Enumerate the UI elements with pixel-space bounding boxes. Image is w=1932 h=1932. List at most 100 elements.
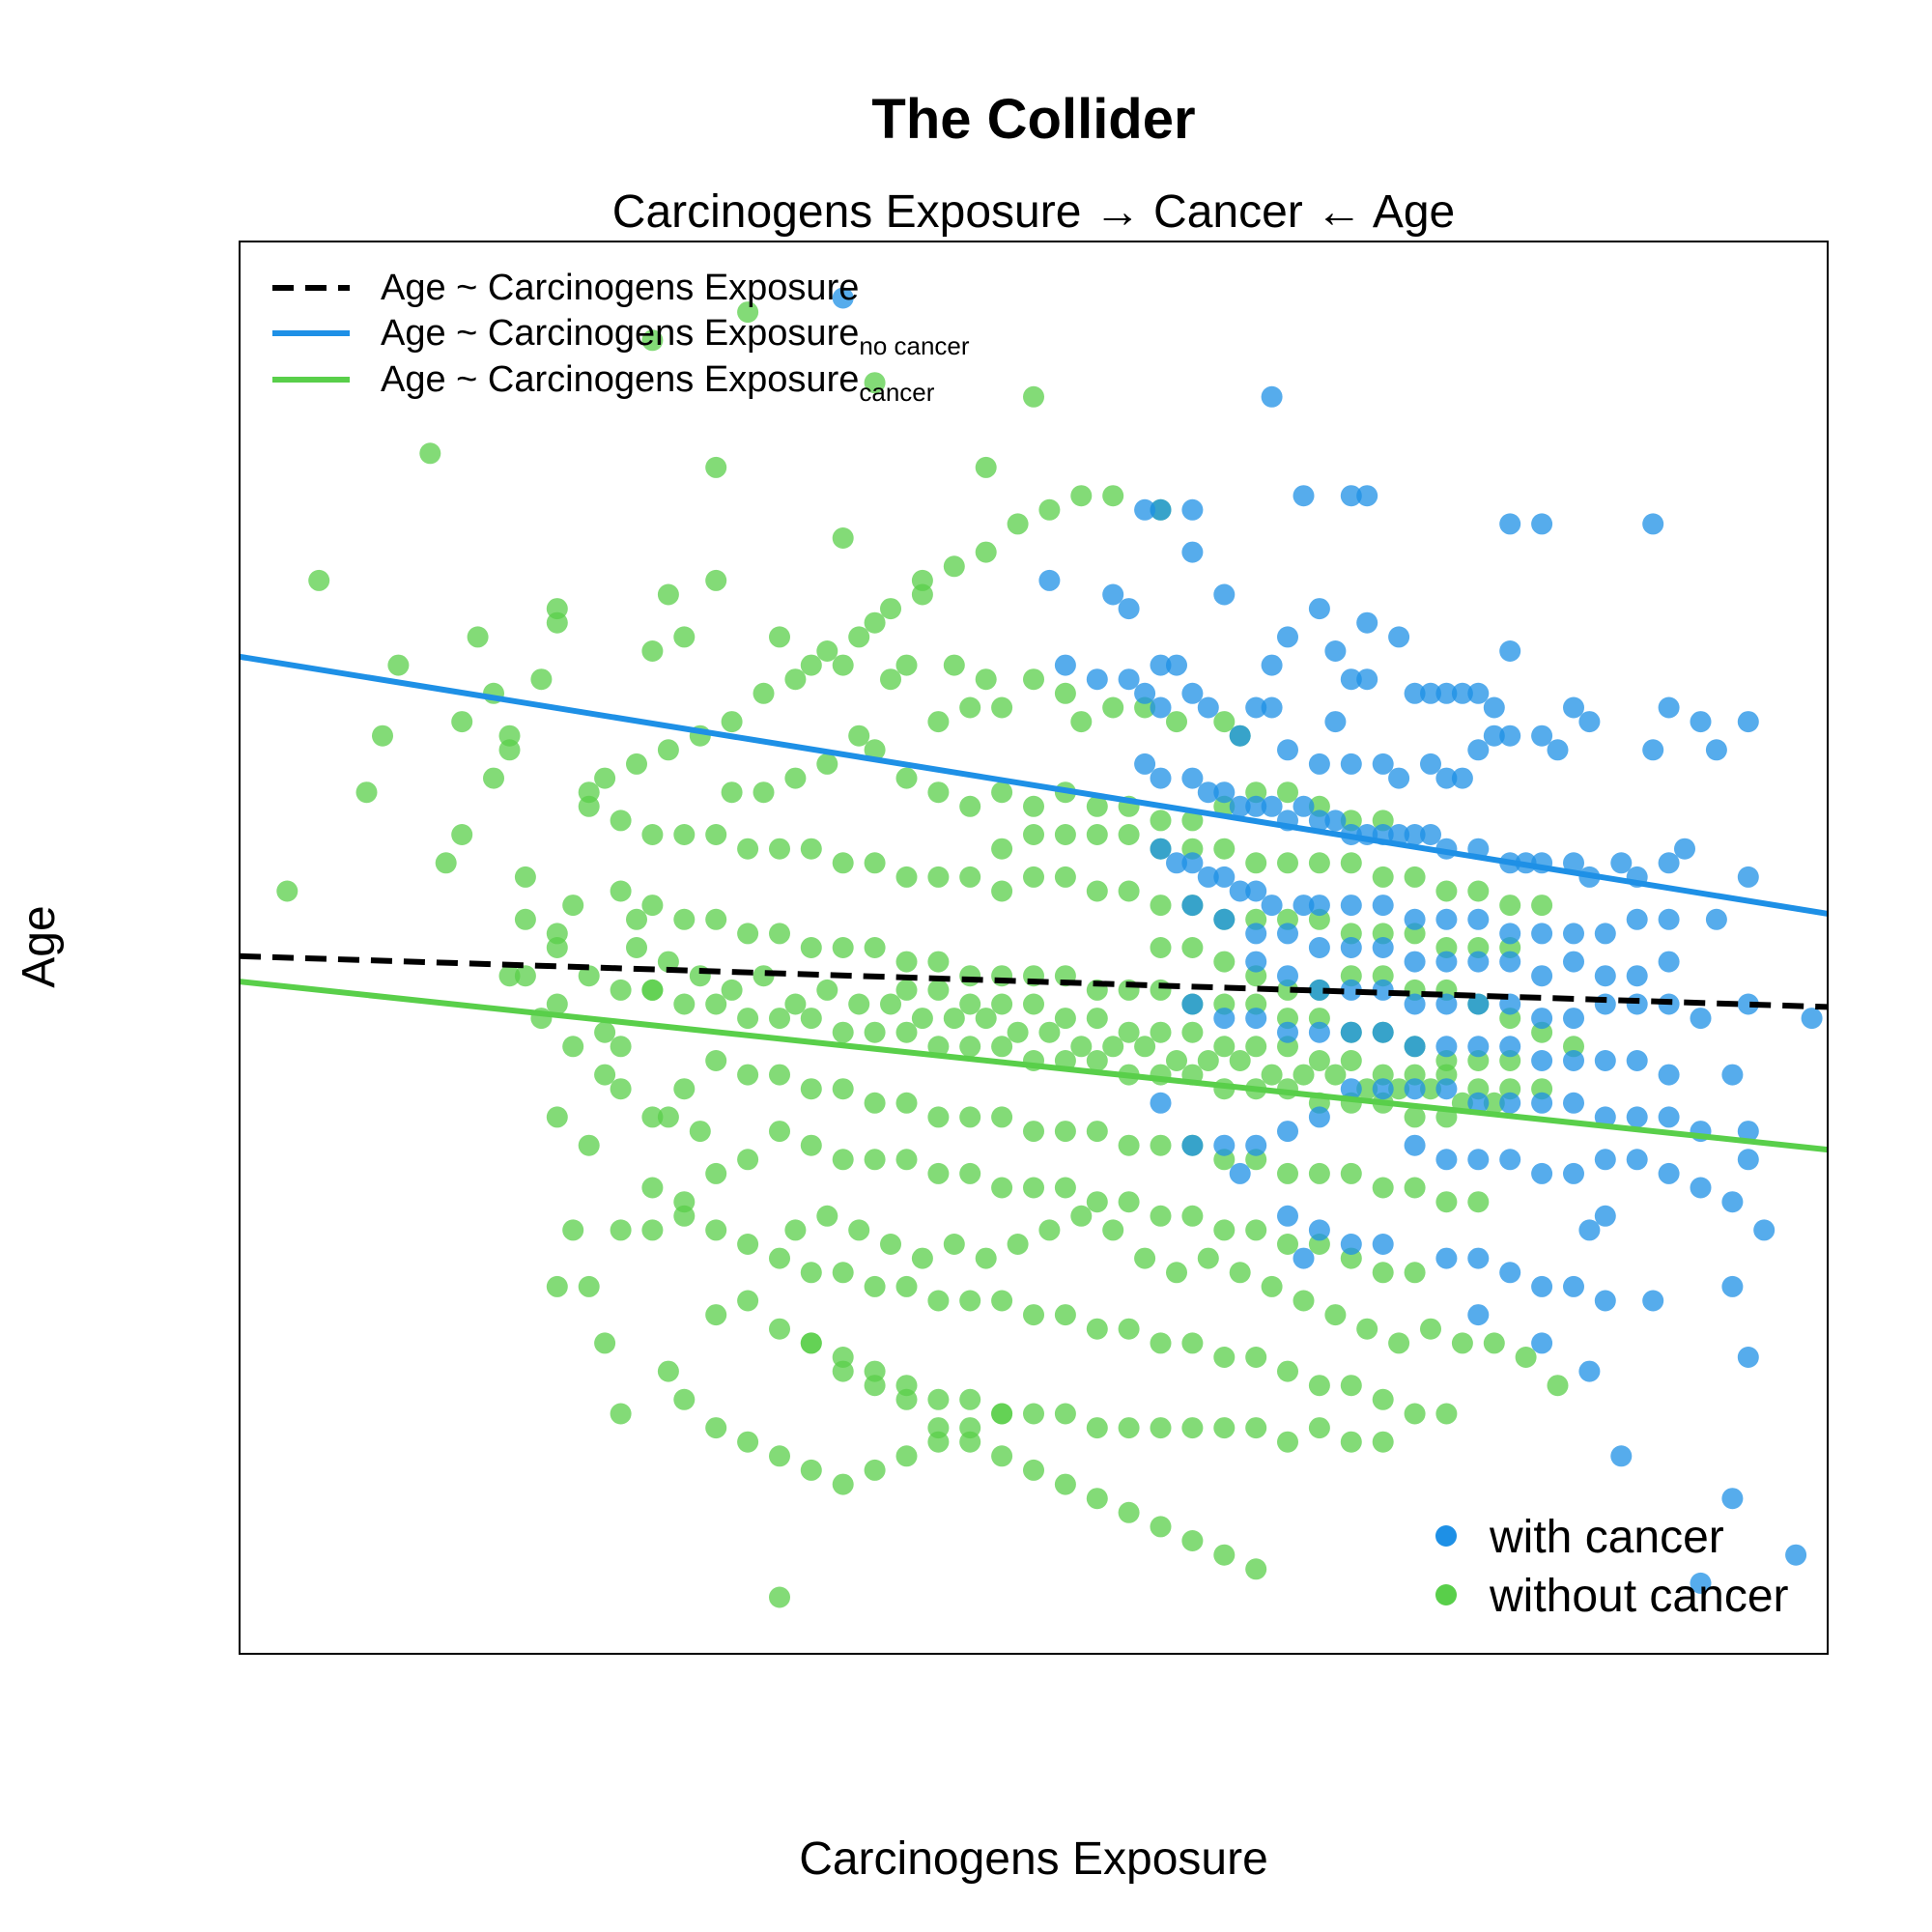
point-with-cancer-133 <box>1277 965 1298 987</box>
point-without-cancer-306 <box>1023 993 1044 1015</box>
point-without-cancer-165 <box>769 1121 790 1143</box>
point-without-cancer-379 <box>975 456 997 478</box>
point-without-cancer-247 <box>848 1219 870 1241</box>
point-with-cancer-54 <box>1372 753 1394 775</box>
point-with-cancer-188 <box>1563 1162 1584 1184</box>
point-without-cancer-329 <box>514 866 536 888</box>
point-without-cancer-160 <box>1340 1162 1362 1184</box>
point-with-cancer-132 <box>1245 951 1267 973</box>
point-without-cancer-10 <box>641 640 664 662</box>
point-without-cancer-28 <box>991 696 1013 719</box>
point-without-cancer-326 <box>451 824 473 845</box>
point-without-cancer-382 <box>641 329 664 352</box>
point-without-cancer-54 <box>641 824 664 845</box>
point-without-cancer-353 <box>1229 1050 1251 1071</box>
point-with-cancer-146 <box>1690 1008 1712 1030</box>
point-without-cancer-394 <box>514 908 536 930</box>
point-without-cancer-82 <box>610 880 632 902</box>
point-without-cancer-257 <box>1166 1262 1187 1284</box>
point-without-cancer-15 <box>880 668 901 691</box>
point-with-cancer-63 <box>1547 739 1569 761</box>
point-without-cancer-230 <box>1308 1417 1330 1439</box>
point-without-cancer-244 <box>689 1121 711 1143</box>
point-without-cancer-5 <box>832 527 854 549</box>
point-without-cancer-250 <box>943 1234 965 1255</box>
point-with-cancer-17 <box>1277 626 1298 648</box>
point-with-cancer-208 <box>1721 1275 1744 1297</box>
point-without-cancer-190 <box>705 1219 727 1241</box>
point-without-cancer-265 <box>1420 1318 1441 1340</box>
point-without-cancer-401 <box>737 1290 759 1312</box>
point-without-cancer-249 <box>911 1247 933 1269</box>
point-without-cancer-423 <box>657 1360 679 1382</box>
point-with-cancer-32 <box>1435 682 1458 704</box>
point-without-cancer-231 <box>1340 1431 1362 1453</box>
point-with-cancer-157 <box>1435 1036 1458 1058</box>
point-without-cancer-330 <box>546 923 568 945</box>
point-with-cancer-158 <box>1467 1036 1490 1058</box>
point-with-cancer-1 <box>1261 385 1283 408</box>
point-without-cancer-187 <box>578 1134 600 1156</box>
point-without-cancer-65 <box>991 880 1013 902</box>
point-with-cancer-123 <box>1404 951 1426 973</box>
point-with-cancer-195 <box>1594 1205 1616 1227</box>
point-without-cancer-115 <box>673 993 696 1015</box>
point-without-cancer-299 <box>1467 880 1490 902</box>
point-with-cancer-30 <box>1404 682 1426 704</box>
point-without-cancer-118 <box>769 1008 790 1030</box>
point-without-cancer-424 <box>673 1388 696 1410</box>
point-without-cancer-36 <box>895 767 918 789</box>
point-without-cancer-305 <box>991 993 1013 1015</box>
point-without-cancer-238 <box>562 1036 584 1058</box>
point-with-cancer-53 <box>1340 753 1362 775</box>
point-without-cancer-93 <box>959 965 981 987</box>
point-without-cancer-390 <box>451 711 473 733</box>
point-with-cancer-203 <box>1499 1262 1521 1284</box>
point-without-cancer-184 <box>1372 1262 1394 1284</box>
point-without-cancer-261 <box>1293 1290 1315 1312</box>
point-with-cancer-92 <box>1674 838 1695 860</box>
point-without-cancer-119 <box>800 1008 822 1030</box>
point-without-cancer-22 <box>1102 696 1124 719</box>
point-without-cancer-325 <box>435 852 457 874</box>
point-without-cancer-260 <box>1261 1275 1283 1297</box>
point-without-cancer-235 <box>514 965 536 987</box>
point-with-cancer-71 <box>1261 795 1283 817</box>
point-without-cancer-62 <box>895 866 918 888</box>
legend-label-overall: Age ~ Carcinogens Exposure <box>381 268 859 308</box>
point-with-cancer-61 <box>1499 724 1521 747</box>
point-without-cancer-117 <box>737 1008 759 1030</box>
point-without-cancer-42 <box>1086 795 1108 817</box>
point-without-cancer-332 <box>594 1021 616 1043</box>
point-with-cancer-121 <box>1340 937 1362 958</box>
point-without-cancer-207 <box>1245 1347 1267 1368</box>
plot-frame <box>239 241 1829 1655</box>
point-without-cancer-188 <box>641 1177 664 1199</box>
point-without-cancer-195 <box>864 1275 886 1297</box>
point-without-cancer-268 <box>1515 1347 1537 1368</box>
point-with-cancer-0 <box>832 287 854 309</box>
point-with-cancer-56 <box>1420 753 1441 775</box>
point-with-cancer-149 <box>1181 993 1204 1015</box>
point-with-cancer-91 <box>1658 852 1680 874</box>
point-without-cancer-349 <box>1102 1036 1124 1058</box>
point-with-cancer-18 <box>1356 611 1378 634</box>
point-with-cancer-175 <box>1626 1106 1648 1128</box>
point-without-cancer-38 <box>959 795 981 817</box>
point-without-cancer-87 <box>769 923 790 945</box>
point-without-cancer-375 <box>975 541 997 563</box>
point-with-cancer-80 <box>1404 824 1426 845</box>
point-without-cancer-158 <box>1277 1162 1298 1184</box>
point-without-cancer-60 <box>832 852 854 874</box>
point-without-cancer-0 <box>419 442 441 465</box>
point-with-cancer-106 <box>1404 908 1426 930</box>
point-with-cancer-116 <box>1181 895 1204 917</box>
point-without-cancer-196 <box>895 1275 918 1297</box>
point-without-cancer-176 <box>1118 1191 1140 1213</box>
point-with-cancer-207 <box>1642 1290 1664 1312</box>
point-with-cancer-68 <box>1213 781 1236 804</box>
point-without-cancer-208 <box>1277 1360 1298 1382</box>
point-with-cancer-110 <box>1531 923 1553 945</box>
point-without-cancer-149 <box>991 1106 1013 1128</box>
